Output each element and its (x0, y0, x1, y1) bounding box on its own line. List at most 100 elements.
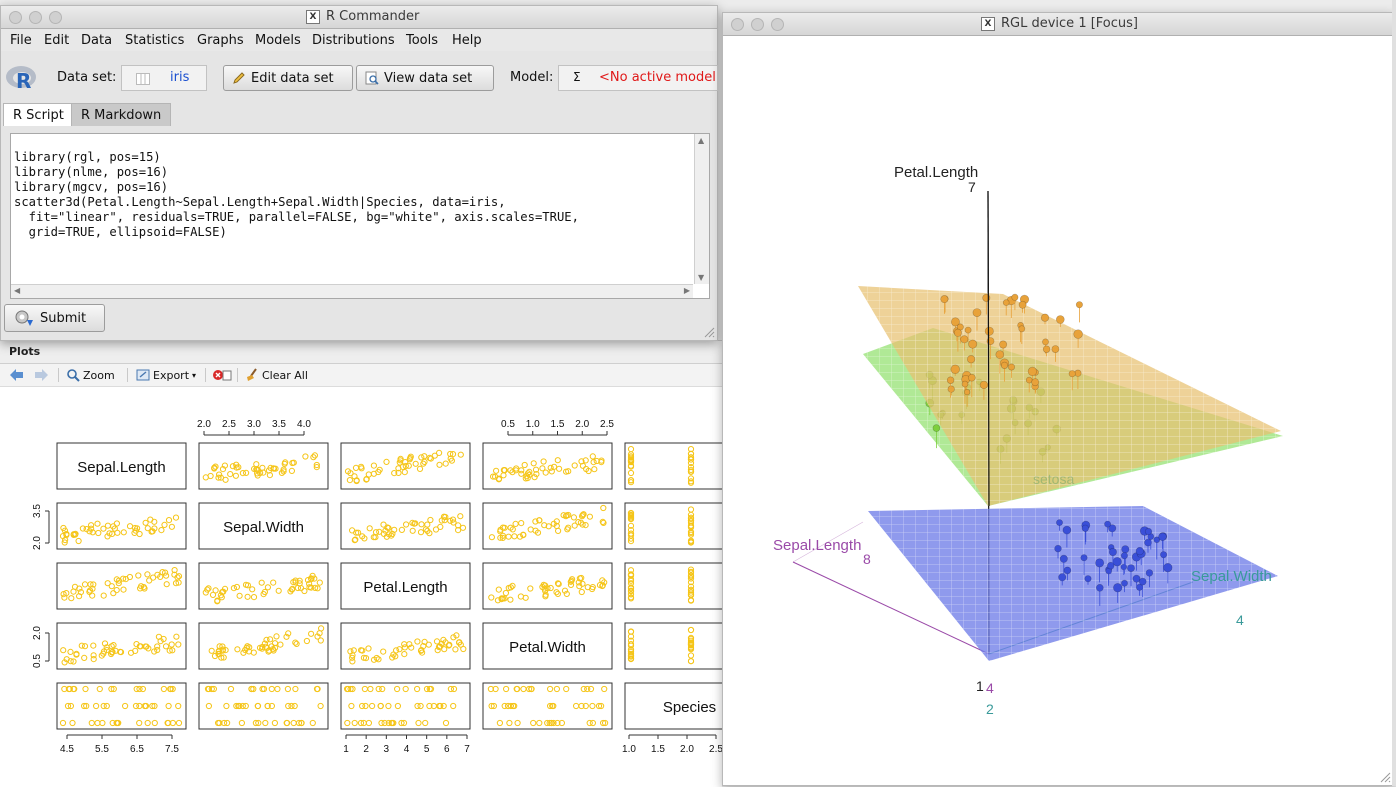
data-point (968, 339, 978, 349)
pairs-point (232, 472, 239, 479)
pairs-point (358, 463, 365, 470)
pairs-point (202, 589, 209, 596)
pairs-point (405, 462, 412, 469)
view-dataset-button[interactable]: View data set (356, 65, 494, 91)
menu-help[interactable]: Help (452, 33, 482, 48)
tab-r-script[interactable]: R Script (3, 103, 74, 126)
export-button[interactable]: Export ▾ (136, 368, 196, 382)
zoom-button[interactable]: Zoom (66, 368, 115, 382)
script-editor[interactable]: library(rgl, pos=15) library(nlme, pos=1… (10, 133, 710, 299)
menu-data[interactable]: Data (81, 33, 113, 48)
pairs-point (441, 517, 448, 524)
pairs-point (418, 521, 425, 528)
pairs-point (89, 585, 96, 592)
pairs-point (219, 466, 227, 473)
pairs-point (518, 520, 525, 527)
remove-plot-button[interactable] (212, 368, 232, 382)
scroll-right-icon[interactable]: ▶ (683, 286, 690, 295)
pairs-point (627, 469, 635, 477)
back-arrow-button[interactable] (8, 368, 24, 382)
pairs-point (627, 477, 635, 484)
menu-distributions[interactable]: Distributions (312, 33, 395, 48)
close-window-button[interactable] (9, 11, 22, 24)
pairs-panel (624, 562, 722, 610)
pairs-point (437, 523, 444, 530)
data-point (1153, 536, 1161, 544)
pairs-point (81, 702, 88, 710)
zoom-label: Zoom (83, 368, 115, 382)
rgl-titlebar[interactable]: X RGL device 1 [Focus] (723, 13, 1393, 36)
horizontal-scrollbar[interactable]: ◀ ▶ (11, 284, 693, 298)
rgl-3d-canvas[interactable]: Petal.Length 7 Sepal.Length 8 Sepal.Widt… (723, 36, 1393, 785)
model-selector[interactable]: Σ <No active model> (558, 65, 718, 91)
pairs-point (159, 569, 166, 576)
pairs-point (595, 702, 603, 710)
pairs-point (536, 517, 543, 524)
menu-statistics[interactable]: Statistics (125, 33, 185, 48)
pairs-point (627, 527, 635, 534)
tab-plots[interactable]: Plots (9, 345, 41, 358)
pairs-point (414, 685, 421, 693)
data-point (999, 340, 1008, 349)
rcommander-titlebar[interactable]: X R Commander (1, 6, 717, 29)
rgl-resize-grip-icon[interactable] (1379, 771, 1391, 783)
pairs-point (358, 647, 365, 654)
menu-edit[interactable]: Edit (44, 33, 70, 48)
pairs-point (308, 576, 315, 583)
pairs-point (100, 702, 107, 710)
edit-dataset-button[interactable]: Edit data set (223, 65, 353, 91)
pairs-point (526, 471, 533, 478)
pairs-point (687, 459, 695, 467)
sepal-width-origin: 2 (986, 701, 994, 717)
data-point (1107, 561, 1115, 570)
pairs-point (459, 524, 467, 531)
pairs-point (544, 719, 551, 727)
resize-grip-icon[interactable] (703, 326, 715, 338)
pairs-point (172, 514, 180, 521)
x11-icon: X (306, 9, 320, 24)
rgl-close-window-button[interactable] (731, 18, 744, 31)
pairs-point (378, 719, 385, 727)
pairs-point (250, 594, 258, 601)
pairs-point (250, 685, 257, 693)
menu-graphs[interactable]: Graphs (197, 33, 244, 48)
menu-tools[interactable]: Tools (406, 33, 439, 48)
pairs-point (687, 531, 695, 538)
pairs-point (509, 469, 516, 476)
bottom-axis-col5-tick-label: 1.0 (622, 744, 636, 755)
tab-r-markdown[interactable]: R Markdown (71, 103, 172, 126)
submit-button[interactable]: Submit (4, 304, 105, 332)
menu-file[interactable]: File (10, 33, 32, 48)
pairs-point (375, 656, 382, 663)
scroll-up-icon[interactable]: ▲ (698, 136, 705, 145)
pairs-point (580, 685, 587, 693)
clear-all-button[interactable]: Clear All (245, 368, 308, 382)
data-point (950, 364, 960, 374)
forward-arrow-button[interactable] (34, 368, 50, 382)
vertical-scrollbar[interactable]: ▲ ▼ (694, 134, 709, 284)
script-text[interactable]: library(rgl, pos=15) library(nlme, pos=1… (14, 150, 579, 239)
pairs-point (108, 583, 115, 590)
pairs-point (65, 685, 73, 693)
pairs-point (294, 584, 301, 592)
zoom-window-button[interactable] (49, 11, 62, 24)
pairs-point (214, 597, 221, 604)
top-axis-col4-tick-label: 2.0 (575, 419, 589, 430)
bottom-axis-col5-tick-label: 1.5 (651, 744, 665, 755)
rgl-minimize-window-button[interactable] (751, 18, 764, 31)
pairs-point (590, 459, 597, 466)
pairs-point (355, 529, 362, 536)
script-tabs: R Script R Markdown (1, 103, 717, 127)
pairs-point (67, 648, 74, 655)
pairs-point (78, 642, 85, 649)
scroll-down-icon[interactable]: ▼ (698, 273, 705, 282)
pairs-point (532, 466, 540, 473)
rgl-zoom-window-button[interactable] (771, 18, 784, 31)
pairs-point (306, 584, 313, 591)
minimize-window-button[interactable] (29, 11, 42, 24)
pairs-point (60, 524, 67, 532)
menu-models[interactable]: Models (255, 33, 301, 48)
scroll-left-icon[interactable]: ◀ (14, 286, 21, 295)
pairs-point (163, 581, 170, 588)
dataset-selector[interactable]: iris (121, 65, 207, 91)
